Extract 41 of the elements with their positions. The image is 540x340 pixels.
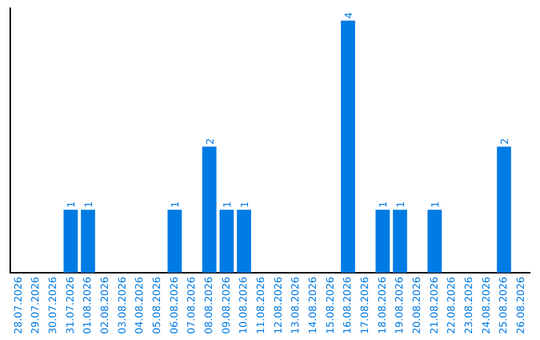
- data-label: 1: [84, 201, 95, 208]
- data-label: 1: [222, 201, 234, 208]
- x-tick-label: 19.08.2026: [394, 276, 406, 334]
- x-tick-label: 21.08.2026: [429, 276, 440, 334]
- x-tick-label: 18.08.2026: [377, 276, 388, 334]
- x-tick-label: 05.08.2026: [152, 276, 163, 334]
- x-tick-label: 25.08.2026: [498, 276, 510, 334]
- data-label: 1: [66, 201, 78, 208]
- x-tick-label: 30.07.2026: [48, 276, 59, 334]
- data-label: 1: [170, 201, 182, 208]
- x-tick-label: 10.08.2026: [238, 276, 250, 334]
- x-tick-label: 11.08.2026: [256, 276, 267, 334]
- x-tick-label: 15.08.2026: [325, 276, 336, 334]
- x-tick-label: 17.08.2026: [360, 276, 371, 334]
- x-tick-label: 23.08.2026: [464, 276, 475, 334]
- x-tick-label: 24.08.2026: [481, 276, 492, 334]
- x-tick-label: 01.08.2026: [82, 276, 94, 334]
- x-tick-label: 09.08.2026: [221, 276, 232, 334]
- x-tick-label: 20.08.2026: [412, 276, 423, 334]
- data-label: 1: [378, 201, 390, 208]
- data-label: 1: [430, 201, 442, 208]
- x-tick-label: 07.08.2026: [186, 276, 198, 334]
- x-tick-label: 06.08.2026: [169, 276, 180, 334]
- data-label: 4: [344, 12, 355, 19]
- data-label: 1: [240, 201, 251, 208]
- x-tick-label: 22.08.2026: [446, 276, 458, 334]
- x-tick-label: 08.08.2026: [204, 276, 215, 334]
- x-tick-label: 28.07.2026: [13, 276, 24, 334]
- data-label: 2: [205, 138, 216, 145]
- x-tick-label: 31.07.2026: [65, 276, 76, 334]
- x-tick-label: 16.08.2026: [342, 276, 354, 334]
- x-tick-label: 03.08.2026: [117, 276, 128, 334]
- data-label: 1: [396, 201, 407, 208]
- x-tick-label: 14.08.2026: [308, 276, 319, 334]
- x-tick-label: 13.08.2026: [290, 276, 302, 334]
- x-tick-label: 29.07.2026: [30, 276, 42, 334]
- x-tick-label: 26.08.2026: [516, 276, 527, 334]
- data-label: 2: [500, 138, 511, 145]
- x-tick-label: 02.08.2026: [100, 276, 111, 334]
- x-tick-label: 12.08.2026: [273, 276, 284, 334]
- x-tick-label: 04.08.2026: [134, 276, 146, 334]
